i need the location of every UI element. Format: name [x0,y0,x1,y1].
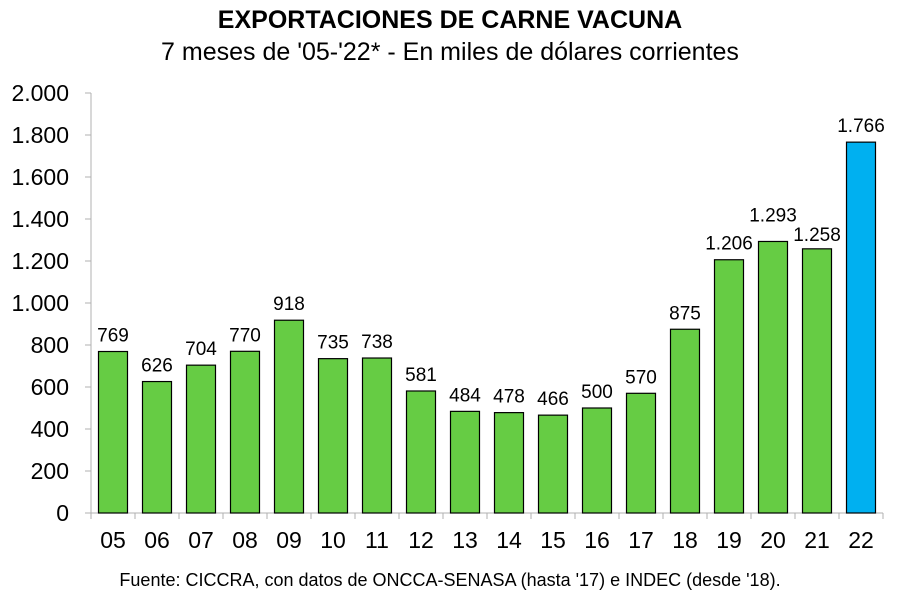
bar-15 [537,414,569,514]
y-tick-label: 1.800 [11,122,69,148]
bar-08 [229,350,261,514]
x-tick-label: 18 [672,527,698,553]
data-label: 484 [449,385,481,406]
data-label: 570 [625,367,657,388]
y-tick-label: 600 [31,374,69,400]
y-tick-label: 0 [56,500,69,526]
x-tick-label: 17 [628,527,654,553]
data-label: 500 [581,382,613,403]
x-tick-label: 20 [760,527,786,553]
bar-06 [141,380,173,514]
x-tick-label: 15 [540,527,566,553]
x-tick-label: 10 [320,527,346,553]
data-label: 738 [361,332,393,353]
x-tick-label: 13 [452,527,478,553]
x-tick-label: 05 [100,527,126,553]
bar-11 [361,357,393,514]
y-tick-label: 400 [31,416,69,442]
bar-09 [273,319,305,514]
x-tick-label: 21 [804,527,830,553]
x-tick-label: 12 [408,527,434,553]
x-tick-label: 08 [232,527,258,553]
x-tick-label: 22 [848,527,874,553]
bar-17 [625,392,657,514]
bar-07 [185,364,217,514]
y-tick-label: 2.000 [11,80,69,106]
bar-10 [317,358,349,514]
chart-source: Fuente: CICCRA, con datos de ONCCA-SENAS… [119,570,781,590]
data-label: 1.766 [837,116,885,137]
bar-22 [845,141,877,514]
y-tick-label: 1.200 [11,248,69,274]
data-label: 626 [141,356,173,377]
x-tick-label: 07 [188,527,214,553]
x-tick-label: 19 [716,527,742,553]
bar-16 [581,407,613,514]
chart-title: EXPORTACIONES DE CARNE VACUNA [217,6,683,34]
x-tick-label: 11 [365,527,389,553]
data-label: 478 [493,387,525,408]
x-tick-label: 16 [584,527,610,553]
bar-14 [493,412,525,514]
y-tick-label: 1.400 [11,206,69,232]
bar-12 [405,390,437,514]
data-label: 1.293 [749,205,797,226]
y-tick-label: 200 [31,458,69,484]
data-label: 918 [273,294,305,315]
y-tick-label: 1.000 [11,290,69,316]
data-label: 770 [229,325,261,346]
x-tick-label: 06 [144,527,170,553]
bar-18 [669,328,701,514]
bar-19 [713,259,745,514]
bar-05 [97,350,129,514]
x-tick-label: 14 [496,527,522,553]
y-tick-label: 800 [31,332,69,358]
data-label: 581 [405,365,437,386]
y-tick-label: 1.600 [11,164,69,190]
chart-subtitle: 7 meses de '05-'22* - En miles de dólare… [161,38,739,66]
data-label: 466 [537,389,569,410]
bar-13 [449,410,481,514]
data-label: 875 [669,303,701,324]
bar-21 [801,248,833,514]
bar-20 [757,240,789,514]
data-label: 735 [317,333,349,354]
x-tick-label: 09 [276,527,302,553]
data-label: 1.206 [705,234,753,255]
data-label: 704 [185,339,217,360]
data-label: 1.258 [793,225,841,246]
data-label: 769 [97,326,129,347]
